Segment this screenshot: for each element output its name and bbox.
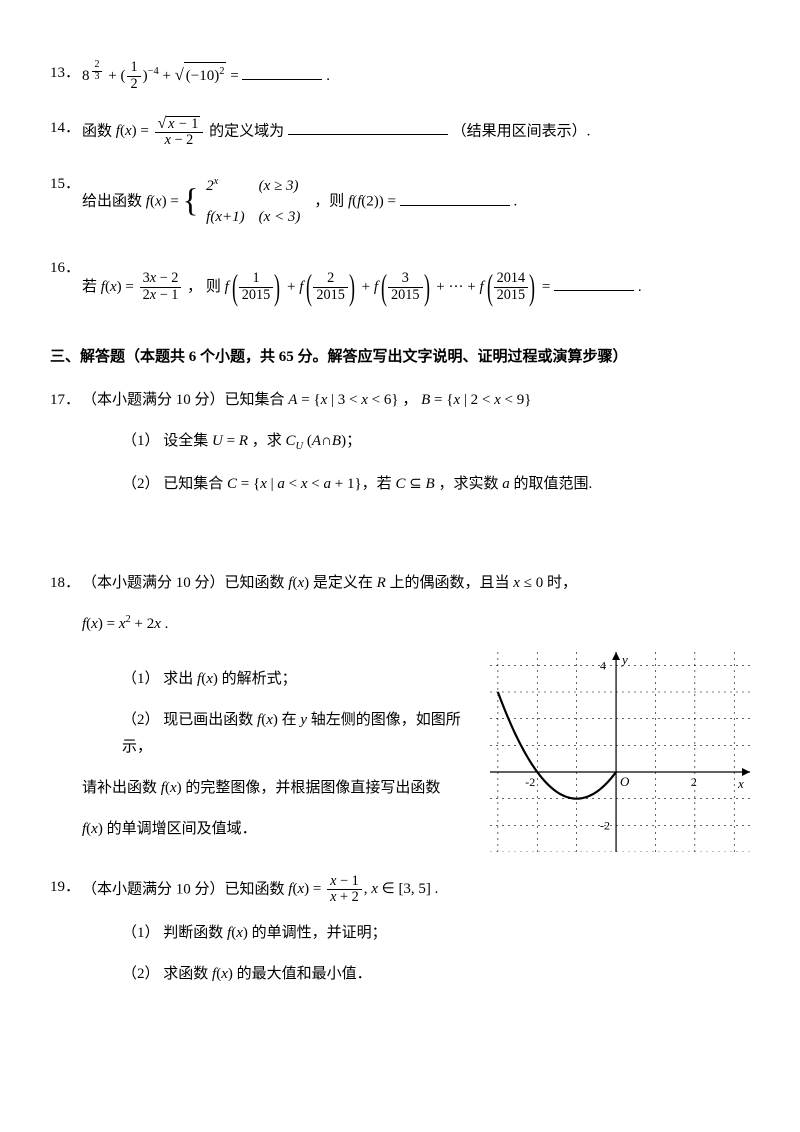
q19-sub1: （1） 判断函数 f(x) 的单调性，并证明； — [122, 920, 750, 947]
q18-sub1: （1） 求出 f(x) 的解析式； — [122, 666, 480, 693]
q18-sub2: （2） 现已画出函数 f(x) 在 y 轴左侧的图像，如图所示， — [122, 707, 480, 761]
q15-pre: 给出函数 — [82, 194, 146, 210]
svg-text:y: y — [620, 652, 628, 667]
q15-r2a: f(x+1) — [202, 202, 254, 233]
section-3-title: 三、解答题（本题共 6 个小题，共 65 分。解答应写出文字说明、证明过程或演算… — [50, 344, 750, 371]
q19-sub1-label: （1） — [122, 925, 160, 941]
q19-content: （本小题满分 10 分）已知函数 f(x) = x − 1x + 2, x ∈ … — [82, 874, 750, 988]
q13-tail: . — [326, 68, 330, 84]
q18-line4: f(x) 的单调增区间及值域． — [82, 816, 480, 843]
q14-mid: 的定义域为 — [209, 123, 284, 139]
q18-line3: 请补出函数 f(x) 的完整图像，并根据图像直接写出函数 — [82, 775, 480, 802]
svg-text:O: O — [620, 774, 630, 789]
q15-mid: ，则 f(f(2)) = — [314, 194, 396, 210]
question-16: 16． 若 f(x) = 3x − 22x − 1 ， 则 f(12015) +… — [50, 255, 750, 320]
q17-number: 17． — [50, 387, 82, 414]
brace-icon — [183, 194, 199, 210]
q18-number: 18． — [50, 570, 82, 597]
q19-sub2-text: 求函数 f(x) 的最大值和最小值． — [163, 966, 371, 982]
q17-sub1-label: （1） — [122, 433, 160, 449]
svg-text:-2: -2 — [525, 775, 535, 789]
q14-number: 14． — [50, 115, 82, 142]
q19-func: f(x) = x − 1x + 2, x ∈ [3, 5] . — [288, 881, 438, 897]
q15-lhs: f(x) = — [146, 194, 183, 210]
question-19: 19． （本小题满分 10 分）已知函数 f(x) = x − 1x + 2, … — [50, 874, 750, 988]
q17-comma: ， — [402, 392, 417, 408]
q19-sub2-label: （2） — [122, 966, 160, 982]
q19-sub1-text: 判断函数 f(x) 的单调性，并证明； — [163, 925, 386, 941]
q15-r2b: (x < 3) — [255, 202, 311, 233]
svg-text:x: x — [737, 776, 744, 791]
q16-series: f(12015) + f(22015) + f(32015) + ··· + f… — [225, 279, 539, 295]
q15-number: 15． — [50, 171, 82, 198]
q18-eq: f(x) = x2 + 2x . — [82, 611, 750, 638]
q18-sub1-label: （1） — [122, 671, 160, 687]
q14-func: f(x) = x − 1x − 2 — [116, 123, 206, 139]
question-17: 17． （本小题满分 10 分）已知集合 A = {x | 3 < x < 6}… — [50, 387, 750, 498]
q13-blank — [242, 64, 322, 80]
q16-content: 若 f(x) = 3x − 22x − 1 ， 则 f(12015) + f(2… — [82, 255, 750, 320]
q17-sub2-label: （2） — [122, 476, 160, 492]
q17-setA: A = {x | 3 < x < 6} — [288, 392, 398, 408]
q14-tail: （结果用区间表示）. — [452, 123, 591, 139]
svg-text:-2: -2 — [600, 818, 610, 832]
q16-tail: . — [638, 279, 642, 295]
q14-blank — [288, 119, 448, 135]
q13-number: 13． — [50, 60, 82, 87]
q16-blank — [554, 275, 634, 291]
q17-sub1-text: 设全集 U = R ，求 CU (A∩B)； — [163, 433, 361, 449]
q15-r1b: (x ≥ 3) — [255, 171, 311, 202]
q13-content: 823 + (12)−4 + (−10)2 = . — [82, 60, 750, 93]
question-14: 14． 函数 f(x) = x − 1x − 2 的定义域为 （结果用区间表示）… — [50, 115, 750, 149]
q14-content: 函数 f(x) = x − 1x − 2 的定义域为 （结果用区间表示）. — [82, 115, 750, 149]
q15-piecewise: 2x(x ≥ 3) f(x+1)(x < 3) — [202, 171, 310, 233]
q19-number: 19． — [50, 874, 82, 901]
q16-func: f(x) = 3x − 22x − 1 — [101, 279, 184, 295]
q14-pre: 函数 — [82, 123, 116, 139]
q16-number: 16． — [50, 255, 82, 282]
q18-sub2-text: 现已画出函数 f(x) 在 y 轴左侧的图像，如图所示， — [122, 712, 461, 755]
q17-sub2-text: 已知集合 C = {x | a < x < a + 1}，若 C ⊆ B ，求实… — [163, 476, 592, 492]
q19-sub2: （2） 求函数 f(x) 的最大值和最小值． — [122, 961, 750, 988]
q17-stem-pre: （本小题满分 10 分）已知集合 — [82, 392, 288, 408]
q16-mid1: ， 则 — [187, 279, 225, 295]
q15-tail: . — [514, 194, 518, 210]
q18-sub1-text: 求出 f(x) 的解析式； — [163, 671, 296, 687]
svg-text:2: 2 — [691, 775, 697, 789]
q16-pre: 若 — [82, 279, 101, 295]
q15-r1a: 2x — [202, 171, 254, 202]
svg-text:4: 4 — [600, 658, 606, 672]
q19-stem-pre: （本小题满分 10 分）已知函数 — [82, 881, 288, 897]
question-15: 15． 给出函数 f(x) = 2x(x ≥ 3) f(x+1)(x < 3) … — [50, 171, 750, 233]
q17-content: （本小题满分 10 分）已知集合 A = {x | 3 < x < 6} ， B… — [82, 387, 750, 498]
q18-stem: （本小题满分 10 分）已知函数 f(x) 是定义在 R 上的偶函数，且当 x … — [82, 575, 577, 591]
q15-content: 给出函数 f(x) = 2x(x ≥ 3) f(x+1)(x < 3) ，则 f… — [82, 171, 750, 233]
q18-graph: Ox y -2 2 -2 4 — [490, 652, 750, 852]
q18-content: （本小题满分 10 分）已知函数 f(x) 是定义在 R 上的偶函数，且当 x … — [82, 570, 750, 852]
q13-expr: 823 + (12)−4 + (−10)2 = — [82, 68, 239, 84]
q18-sub2-label: （2） — [122, 712, 160, 728]
q17-sub2: （2） 已知集合 C = {x | a < x < a + 1}，若 C ⊆ B… — [122, 471, 750, 498]
q17-setB: B = {x | 2 < x < 9} — [421, 392, 531, 408]
q17-sub1: （1） 设全集 U = R ，求 CU (A∩B)； — [122, 428, 750, 457]
q15-blank — [400, 190, 510, 206]
q16-eq: = — [542, 279, 550, 295]
question-18: 18． （本小题满分 10 分）已知函数 f(x) 是定义在 R 上的偶函数，且… — [50, 570, 750, 852]
question-13: 13． 823 + (12)−4 + (−10)2 = . — [50, 60, 750, 93]
